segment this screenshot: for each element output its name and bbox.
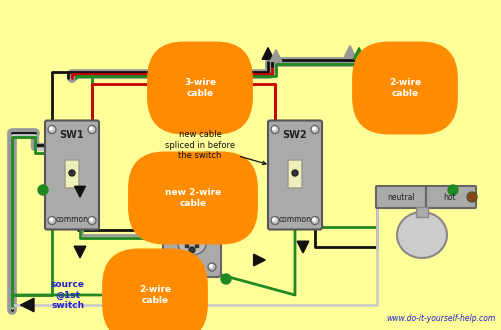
Circle shape <box>48 125 56 134</box>
Text: common: common <box>278 215 311 224</box>
Text: neutral: neutral <box>386 192 414 202</box>
Polygon shape <box>297 241 308 253</box>
Circle shape <box>88 216 96 224</box>
Text: common: common <box>56 215 88 224</box>
Circle shape <box>312 217 315 221</box>
FancyBboxPatch shape <box>425 186 475 208</box>
Circle shape <box>168 189 176 197</box>
Circle shape <box>38 185 48 195</box>
Text: www.do-it-yourself-help.com: www.do-it-yourself-help.com <box>386 314 495 323</box>
Circle shape <box>49 217 53 221</box>
Text: 2-wire
cable: 2-wire cable <box>139 285 171 305</box>
FancyBboxPatch shape <box>45 120 99 229</box>
Text: hot: hot <box>443 192 455 202</box>
Circle shape <box>271 216 279 224</box>
Circle shape <box>49 126 53 130</box>
Ellipse shape <box>178 233 205 255</box>
Circle shape <box>271 125 279 134</box>
Bar <box>415 207 427 217</box>
Circle shape <box>220 274 230 284</box>
Ellipse shape <box>396 212 446 258</box>
FancyBboxPatch shape <box>288 160 302 188</box>
Polygon shape <box>344 46 355 57</box>
Text: new cable
spliced in before
the switch: new cable spliced in before the switch <box>165 130 266 165</box>
Polygon shape <box>270 50 281 61</box>
Circle shape <box>447 185 457 195</box>
Bar <box>185 239 188 247</box>
Circle shape <box>292 170 298 176</box>
Text: new: new <box>189 208 210 216</box>
Circle shape <box>207 263 215 271</box>
Ellipse shape <box>178 205 205 227</box>
Circle shape <box>208 190 212 194</box>
Circle shape <box>312 126 315 130</box>
Circle shape <box>89 217 93 221</box>
Circle shape <box>466 192 476 202</box>
FancyBboxPatch shape <box>268 120 321 229</box>
Bar <box>185 211 188 219</box>
Circle shape <box>169 190 173 194</box>
Circle shape <box>88 125 96 134</box>
FancyBboxPatch shape <box>375 186 425 208</box>
Circle shape <box>89 126 93 130</box>
Circle shape <box>188 226 195 234</box>
Circle shape <box>311 216 318 224</box>
Text: SW1: SW1 <box>60 130 84 141</box>
FancyBboxPatch shape <box>163 183 220 277</box>
Circle shape <box>207 189 215 197</box>
Polygon shape <box>253 254 265 266</box>
Polygon shape <box>74 246 86 258</box>
Circle shape <box>208 264 212 268</box>
Polygon shape <box>75 186 85 197</box>
Circle shape <box>169 264 173 268</box>
Text: SW2: SW2 <box>282 130 307 141</box>
Circle shape <box>272 217 276 221</box>
Text: source
@1st
switch: source @1st switch <box>51 280 85 310</box>
FancyBboxPatch shape <box>65 160 79 188</box>
Circle shape <box>188 219 194 225</box>
Polygon shape <box>21 298 34 312</box>
Circle shape <box>48 216 56 224</box>
Text: 2-wire
cable: 2-wire cable <box>388 78 420 98</box>
Polygon shape <box>262 48 274 59</box>
Polygon shape <box>352 48 364 59</box>
Circle shape <box>168 263 176 271</box>
Bar <box>195 239 198 247</box>
Text: 3-wire
cable: 3-wire cable <box>183 78 215 98</box>
Circle shape <box>69 170 75 176</box>
Bar <box>169 226 214 234</box>
Text: new 2-wire
cable: new 2-wire cable <box>164 188 220 208</box>
Circle shape <box>311 125 318 134</box>
Circle shape <box>188 247 194 253</box>
Bar <box>195 211 198 219</box>
Circle shape <box>272 126 276 130</box>
